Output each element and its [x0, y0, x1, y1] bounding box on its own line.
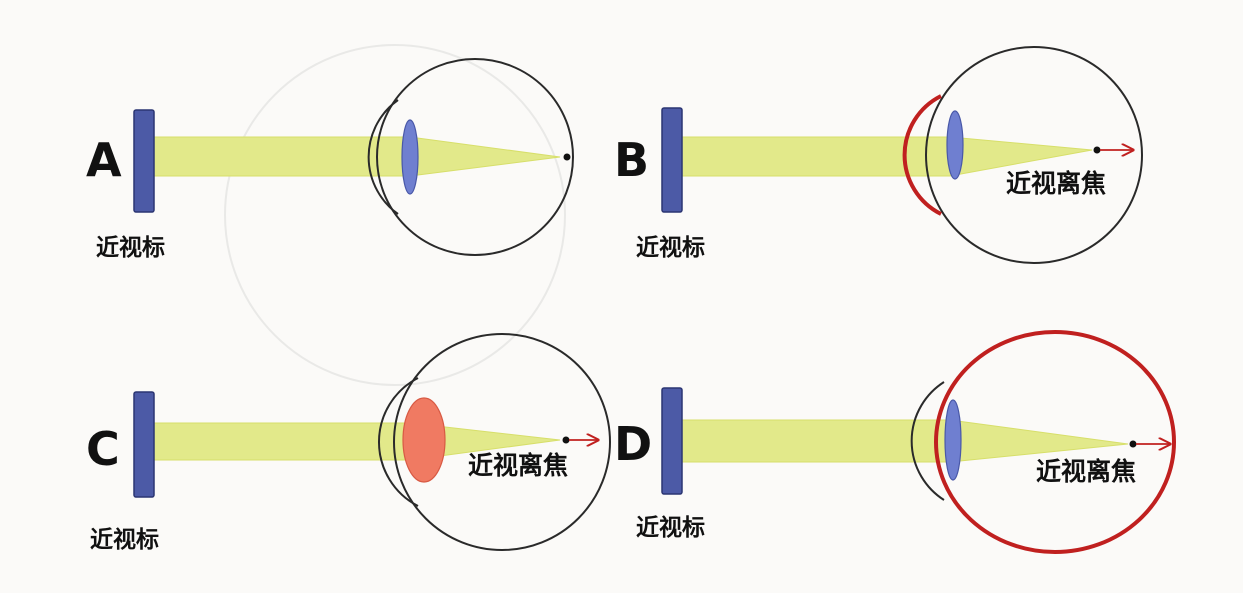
panel-c-focal-point: [562, 436, 570, 444]
panel-d-light-beam: [667, 419, 1129, 463]
panel-b-cornea-steep: [902, 94, 942, 216]
panel-a-lens: [401, 119, 419, 195]
panel-b-eyeball: [925, 46, 1143, 264]
panel-a: A 近视标: [86, 58, 574, 261]
panel-b-target-bar: [661, 107, 683, 213]
panel-c: C 近视标 近视离焦: [86, 333, 611, 553]
panel-d-focal-point: [1129, 440, 1137, 448]
panel-b-focus-label: 近视离焦: [1006, 169, 1106, 198]
panel-c-eyeball: [393, 333, 611, 551]
panel-a-eyeball: [376, 58, 574, 256]
panel-d-letter: D: [614, 417, 652, 471]
panel-c-cornea: [378, 377, 419, 507]
panel-d-target-bar: [661, 387, 683, 495]
panel-a-cornea: [367, 99, 399, 215]
panel-d: D 近视标 近视离焦: [614, 330, 1176, 554]
panel-d-focus-label: 近视离焦: [1036, 457, 1136, 486]
panel-a-light-beam: [139, 136, 561, 177]
panel-d-lens: [944, 399, 962, 481]
panel-d-target-label: 近视标: [636, 514, 705, 541]
panel-c-focus-label: 近视离焦: [468, 451, 568, 480]
panel-b-letter: B: [614, 133, 649, 187]
panel-c-letter: C: [86, 422, 120, 476]
panel-a-target-bar: [133, 109, 155, 213]
panel-a-focal-point: [563, 153, 571, 161]
panel-c-target-bar: [133, 391, 155, 498]
panel-d-eyeball-elongated: [934, 330, 1176, 554]
panel-b-lens: [946, 110, 964, 180]
background-stamp: [224, 44, 566, 386]
panel-b: B 近视标 近视离焦: [614, 46, 1143, 264]
panel-c-lens-thickened: [402, 397, 446, 483]
panel-b-focal-point: [1093, 146, 1101, 154]
panel-a-target-label: 近视标: [96, 234, 165, 261]
panel-a-letter: A: [86, 133, 122, 187]
panel-b-target-label: 近视标: [636, 234, 705, 261]
panel-d-cornea: [910, 381, 945, 501]
panel-c-target-label: 近视标: [90, 526, 159, 553]
